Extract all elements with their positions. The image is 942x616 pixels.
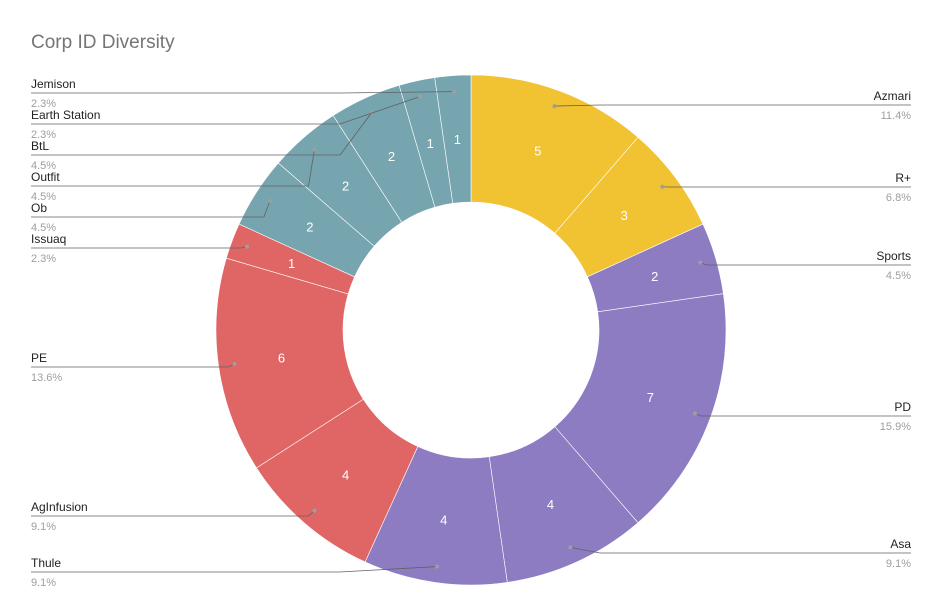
- slice-value-pe: 6: [278, 350, 285, 365]
- slices-group: [215, 74, 727, 586]
- slice-pd: [554, 293, 727, 524]
- slice-value-aginfusion: 4: [342, 468, 349, 483]
- slice-percent-pd: 15.9%: [880, 421, 911, 433]
- slice-label-btl: BtL: [31, 139, 49, 153]
- leader-dot-ob: [267, 198, 272, 203]
- slice-value-asa: 4: [547, 497, 554, 512]
- slice-value-pd: 7: [647, 390, 654, 405]
- leader-dot-issuaq: [245, 244, 250, 249]
- slice-label-pe: PE: [31, 351, 47, 365]
- slice-value-jemison: 1: [454, 132, 461, 147]
- slice-label-earth-station: Earth Station: [31, 108, 100, 122]
- leader-line-azmari: [554, 104, 911, 107]
- slice-pe: [215, 257, 364, 469]
- leader-line-pd: [694, 413, 911, 417]
- leader-line-btl: [31, 112, 373, 156]
- slice-percent-jemison: 2.3%: [31, 98, 56, 110]
- leader-line-aginfusion: [31, 510, 315, 517]
- leader-dot-r: [660, 184, 665, 189]
- slice-percent-outfit: 4.5%: [31, 191, 56, 203]
- leader-dot-sports: [698, 260, 703, 265]
- slice-jemison: [434, 74, 472, 204]
- leader-dot-azmari: [552, 104, 557, 109]
- slice-percent-btl: 4.5%: [31, 160, 56, 172]
- slice-percent-azmari: 11.4%: [881, 110, 912, 122]
- leader-line-outfit: [31, 149, 315, 187]
- leader-dot-pe: [232, 362, 237, 367]
- slice-percent-sports: 4.5%: [886, 270, 911, 282]
- slice-value-sports: 2: [651, 269, 658, 284]
- leader-line-issuaq: [31, 246, 248, 249]
- leader-line-pe: [31, 363, 235, 368]
- slice-value-issuaq: 1: [288, 256, 295, 271]
- slice-label-ob: Ob: [31, 201, 47, 215]
- leader-dot-thule: [434, 564, 439, 569]
- slice-percent-issuaq: 2.3%: [31, 253, 56, 265]
- slice-percent-thule: 9.1%: [31, 577, 56, 589]
- leader-line-jemison: [31, 91, 454, 94]
- slice-value-earth-station: 1: [427, 136, 434, 151]
- leader-dot-pd: [692, 411, 697, 416]
- slice-label-aginfusion: AgInfusion: [31, 500, 88, 514]
- slice-percent-pe: 13.6%: [31, 372, 62, 384]
- leader-line-earth-station: [31, 96, 421, 125]
- slice-value-ob: 2: [306, 219, 313, 234]
- slice-value-azmari: 5: [534, 144, 541, 159]
- slice-value-thule: 4: [440, 513, 447, 528]
- slice-value-r: 3: [621, 208, 628, 223]
- slice-label-outfit: Outfit: [31, 170, 60, 184]
- leader-lines-group: [31, 89, 911, 573]
- slice-label-pd: PD: [894, 400, 911, 414]
- slice-label-sports: Sports: [876, 249, 911, 263]
- leader-dot-asa: [568, 545, 573, 550]
- slice-percent-asa: 9.1%: [886, 558, 911, 570]
- leader-line-sports: [700, 262, 911, 266]
- slice-label-asa: Asa: [890, 537, 911, 551]
- slice-values-group: 5 3 2 7 4 4 4 6 1 2 2 2 1 1: [278, 132, 659, 528]
- slice-label-issuaq: Issuaq: [31, 232, 66, 246]
- slice-label-r: R+: [895, 171, 911, 185]
- leader-dot-outfit: [312, 147, 317, 152]
- leader-dot-aginfusion: [312, 508, 317, 513]
- slice-labels-group: Azmari 11.4% R+ 6.8% Sports 4.5% PD 15.9% Asa 9.1…: [31, 77, 911, 589]
- slice-percent-aginfusion: 9.1%: [31, 521, 56, 533]
- leader-line-asa: [570, 547, 911, 554]
- slice-label-jemison: Jemison: [31, 77, 76, 91]
- leader-dot-earth-station: [418, 94, 423, 99]
- leader-line-thule: [31, 566, 438, 573]
- slice-label-azmari: Azmari: [874, 89, 911, 103]
- leader-dot-jemison: [451, 89, 456, 94]
- slice-percent-ob: 4.5%: [31, 222, 56, 234]
- slice-percent-r: 6.8%: [886, 192, 911, 204]
- slice-percent-earth-station: 2.3%: [31, 129, 56, 141]
- chart-title: Corp ID Diversity: [31, 32, 175, 53]
- slice-value-btl: 2: [388, 149, 395, 164]
- leader-line-ob: [31, 200, 271, 218]
- slice-value-outfit: 2: [342, 178, 349, 193]
- slice-label-thule: Thule: [31, 556, 61, 570]
